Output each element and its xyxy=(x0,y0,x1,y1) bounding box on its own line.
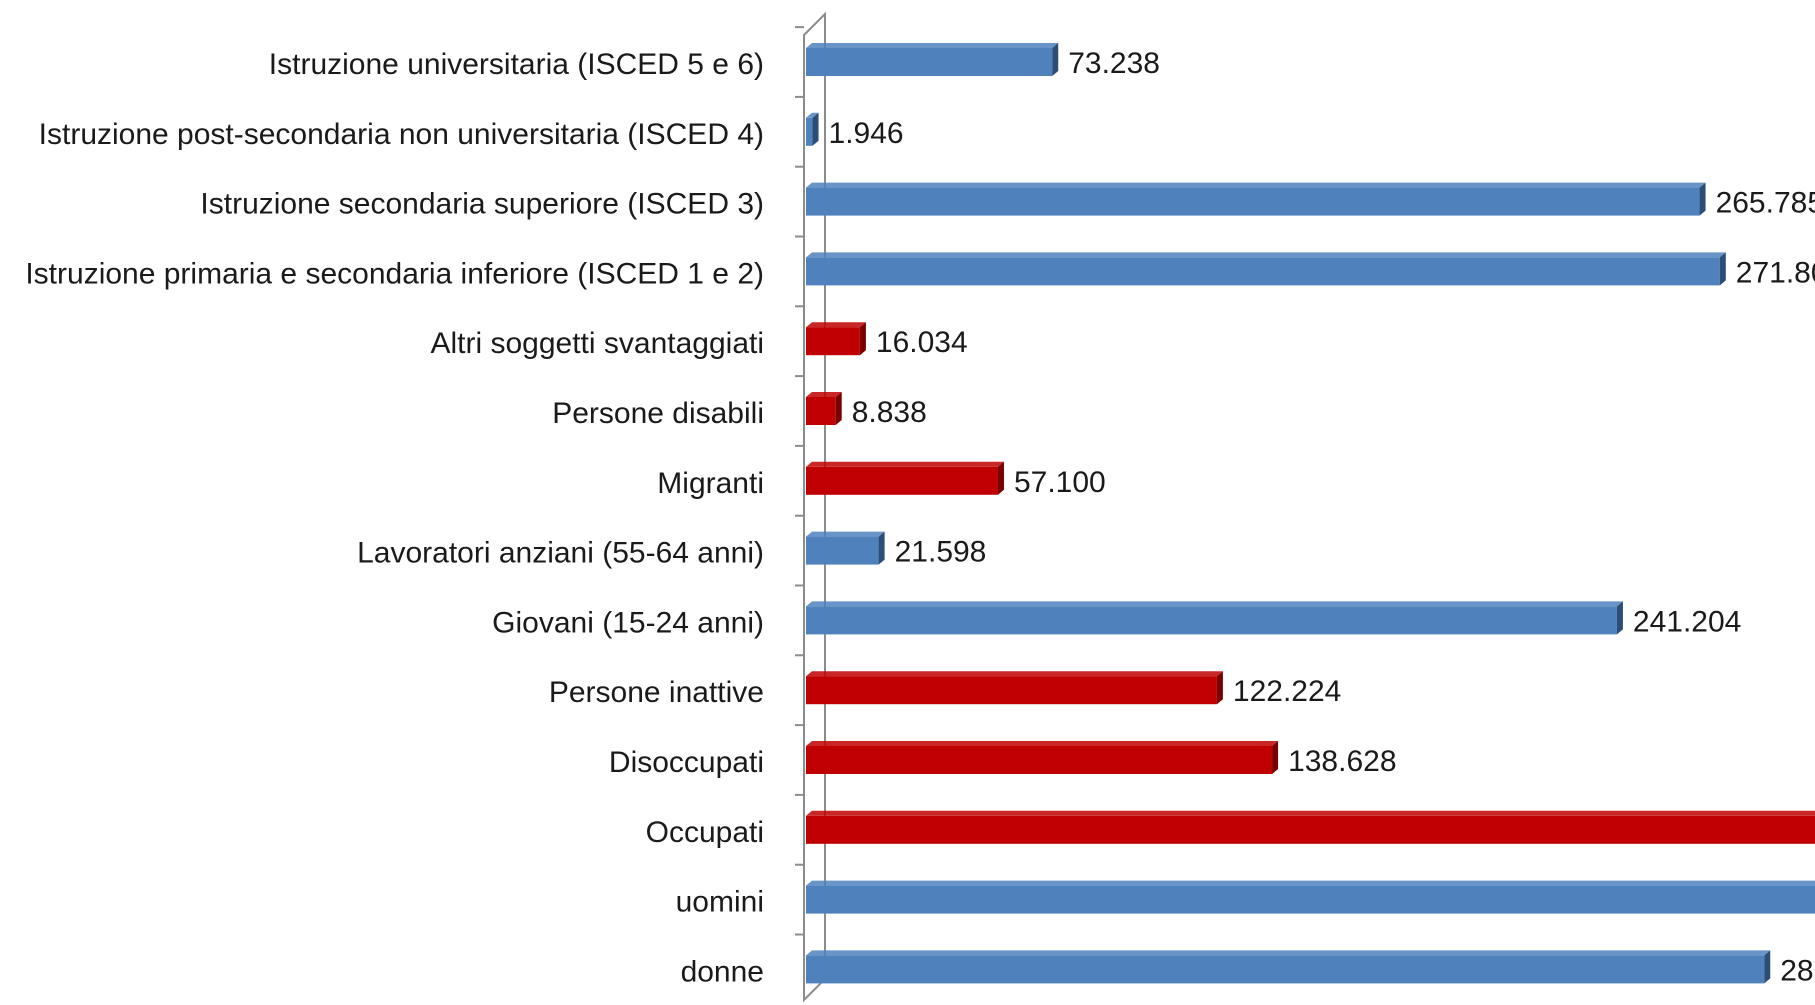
value-label: 122.224 xyxy=(1233,675,1341,708)
bar-end xyxy=(835,392,842,425)
bar-end xyxy=(1616,601,1623,635)
bar-group xyxy=(806,252,1726,286)
bar-group xyxy=(806,461,1004,495)
bar xyxy=(806,48,1053,76)
category-label: Persone inattive xyxy=(549,676,764,709)
bar xyxy=(806,466,998,495)
bar-group xyxy=(806,810,1815,844)
category-label: Istruzione post-secondaria non universit… xyxy=(39,118,764,151)
category-label: Disoccupati xyxy=(609,746,764,779)
category-label: donne xyxy=(681,955,764,988)
bar-end xyxy=(1272,741,1279,774)
y-axis-wall xyxy=(803,11,826,1003)
bar-end xyxy=(1764,950,1771,984)
category-label: uomini xyxy=(676,886,764,919)
bar-top xyxy=(806,322,866,328)
bar xyxy=(806,955,1765,984)
bar-group xyxy=(806,880,1815,914)
bar-group xyxy=(806,531,885,565)
bar xyxy=(806,676,1217,705)
bar xyxy=(806,746,1273,774)
value-label: 241.204 xyxy=(1633,605,1741,638)
bar-end xyxy=(878,531,885,565)
value-label: 138.628 xyxy=(1288,745,1396,778)
category-label: Occupati xyxy=(646,816,764,849)
category-label: Persone disabili xyxy=(552,397,764,430)
bar-group xyxy=(806,741,1279,774)
bar-top xyxy=(806,252,1726,258)
bar xyxy=(806,257,1720,286)
bar-group xyxy=(806,182,1706,216)
bar-end xyxy=(1216,671,1223,705)
category-label: Altri soggetti svantaggiati xyxy=(430,327,764,360)
bar-end xyxy=(1719,252,1726,286)
bar-end xyxy=(1699,182,1706,216)
bar-top xyxy=(806,601,1623,607)
bar-group xyxy=(806,671,1223,705)
bar-top xyxy=(806,671,1223,677)
category-label: Istruzione universitaria (ISCED 5 e 6) xyxy=(269,48,764,81)
value-label: 1.946 xyxy=(829,117,904,150)
bar xyxy=(806,885,1815,914)
bar-top xyxy=(806,392,842,397)
bar xyxy=(806,117,813,146)
bar-group xyxy=(806,322,866,356)
bar-top xyxy=(806,182,1706,188)
value-label: 57.100 xyxy=(1014,466,1106,499)
y-axis-wall-panel xyxy=(803,11,826,1003)
bar-top xyxy=(806,880,1815,886)
value-label: 16.034 xyxy=(876,326,968,359)
category-label: Istruzione primaria e secondaria inferio… xyxy=(25,257,764,290)
bar xyxy=(806,606,1617,635)
bar-end xyxy=(859,322,866,356)
bar xyxy=(806,397,836,425)
value-label: 271.800 xyxy=(1736,256,1815,289)
bar-top xyxy=(806,531,885,537)
bar-top xyxy=(806,741,1279,746)
bar-end xyxy=(997,461,1004,495)
bar-top xyxy=(806,950,1771,956)
bar xyxy=(806,187,1700,216)
bar xyxy=(806,815,1815,844)
bar-group xyxy=(806,392,842,425)
category-label: Giovani (15-24 anni) xyxy=(492,606,764,639)
category-label: Migranti xyxy=(657,467,764,500)
bar-end xyxy=(1052,43,1059,76)
value-label: 21.598 xyxy=(895,536,987,569)
bar-top xyxy=(806,810,1815,816)
value-label: 73.238 xyxy=(1068,47,1160,80)
bar-top xyxy=(806,43,1059,48)
bar xyxy=(806,536,879,565)
bar-top xyxy=(806,461,1004,467)
category-label: Istruzione secondaria superiore (ISCED 3… xyxy=(200,188,764,221)
bar-group xyxy=(806,112,819,146)
bar xyxy=(806,327,860,356)
category-label: Lavoratori anziani (55-64 anni) xyxy=(357,537,764,570)
value-label: 8.838 xyxy=(852,396,927,429)
bar-top xyxy=(806,112,819,118)
bar-group xyxy=(806,601,1623,635)
bar-end xyxy=(812,112,819,146)
bar-group xyxy=(806,43,1059,76)
value-label: 285.025 xyxy=(1780,954,1815,987)
bar-group xyxy=(806,950,1771,984)
value-label: 265.785 xyxy=(1716,187,1815,220)
